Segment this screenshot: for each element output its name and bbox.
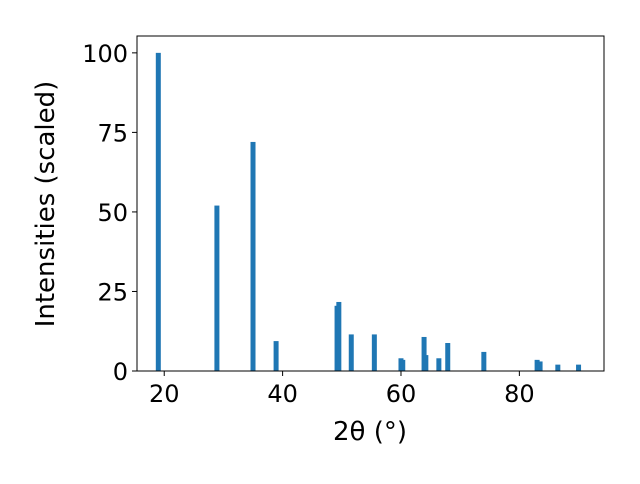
bar [273,341,279,371]
y-tick-label: 100 [82,40,128,68]
bar [348,334,354,371]
x-tick-label: 20 [149,380,180,408]
y-tick-label: 50 [97,199,128,227]
y-tick-label: 75 [97,119,128,147]
x-tick-label: 40 [267,380,298,408]
bar [250,141,256,371]
bar [576,364,582,371]
bar [555,364,561,371]
x-tick-label: 80 [504,380,535,408]
bar [336,301,342,371]
bar [436,358,442,371]
x-axis-label: 2θ (°) [333,417,407,447]
y-tick-label: 0 [113,358,128,386]
bar [400,359,406,371]
bar [481,351,487,371]
bar [371,334,377,371]
x-tick-label: 60 [386,380,417,408]
y-axis-label: Intensities (scaled) [31,81,61,328]
y-tick-label: 25 [97,278,128,306]
bar [214,205,220,371]
bar [421,336,427,371]
plot-frame [136,35,605,372]
bar [537,361,543,371]
bar [423,355,429,371]
bar [534,359,540,371]
bar [445,343,451,371]
bar [155,52,161,371]
